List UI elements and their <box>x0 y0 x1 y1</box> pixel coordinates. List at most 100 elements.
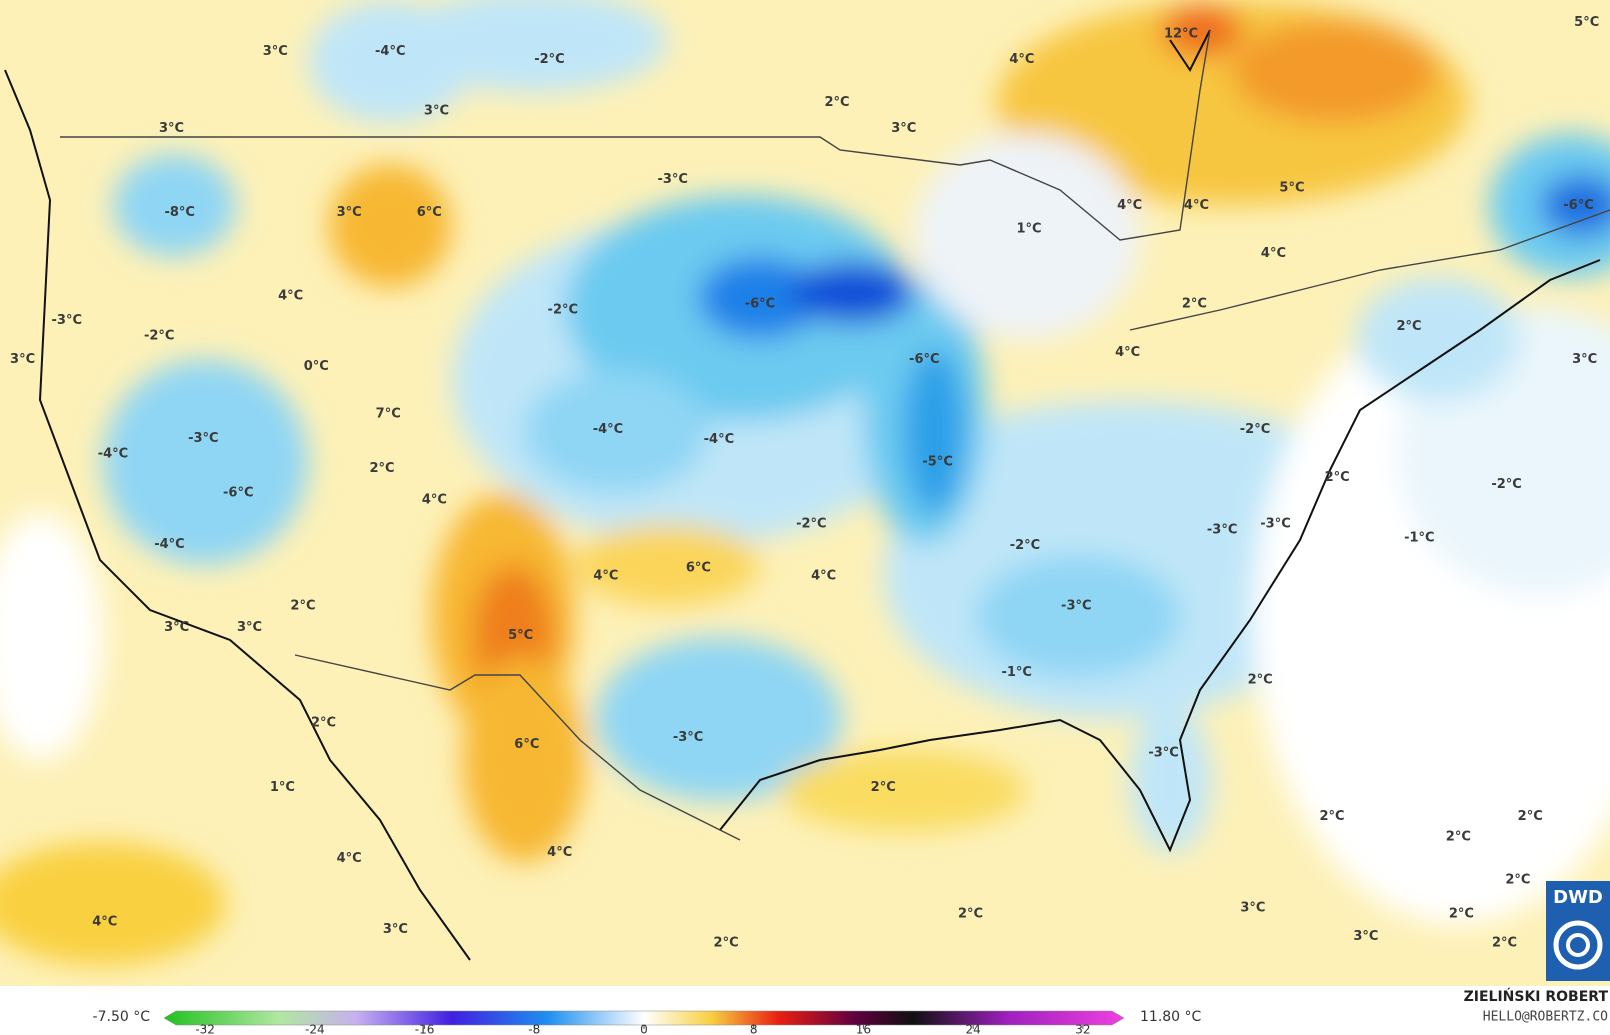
colorbar-max: 11.80 °C <box>1140 1009 1202 1025</box>
temperature-area <box>575 523 760 606</box>
temperature-area <box>698 256 822 339</box>
logo-swirl <box>1566 933 1590 957</box>
colorbar-tick-label: 16 <box>856 1023 871 1035</box>
temperature-label: -4°C <box>704 432 734 447</box>
temperature-label: -1°C <box>1001 665 1031 680</box>
temperature-label: 3°C <box>1240 900 1265 915</box>
temperature-area <box>1232 20 1438 124</box>
temperature-label: -3°C <box>1260 516 1290 531</box>
colorbar-tick-label: -24 <box>305 1023 325 1035</box>
temperature-area <box>975 554 1182 678</box>
temperature-area <box>790 261 915 324</box>
temperature-label: 3°C <box>237 620 262 635</box>
colorbar-tick-label: 24 <box>966 1023 981 1035</box>
temperature-label: -2°C <box>1010 538 1040 553</box>
temperature-label: -6°C <box>1563 198 1593 213</box>
temperature-label: 4°C <box>337 851 362 866</box>
temperature-label: -3°C <box>673 730 703 745</box>
colorbar <box>163 1010 1125 1026</box>
temperature-label: 2°C <box>1449 907 1474 922</box>
temperature-label: 2°C <box>369 461 394 476</box>
temperature-area <box>903 400 1356 565</box>
temperature-area <box>903 349 966 514</box>
temperature-area <box>400 0 668 93</box>
colorbar-tick-label: -8 <box>528 1023 540 1035</box>
temperature-label: 4°C <box>547 845 572 860</box>
colorbar-ticks: -32 -24 -16 -8 0 8 16 24 32 <box>195 1023 1090 1035</box>
temperature-label: 2°C <box>824 95 849 110</box>
temperature-label: 5°C <box>508 628 533 643</box>
temperature-label: -1°C <box>1404 531 1434 546</box>
temperature-area <box>780 749 1027 832</box>
temperature-area <box>595 636 843 802</box>
temperature-label: -8°C <box>164 205 194 220</box>
temperature-label: 3°C <box>383 922 408 937</box>
borders <box>60 29 1610 841</box>
temperature-label: 3°C <box>1572 352 1597 367</box>
temperature-label: 4°C <box>1115 345 1140 360</box>
logo-box <box>1546 881 1610 981</box>
temperature-label: -2°C <box>144 328 174 343</box>
temperature-label: 1°C <box>1017 222 1042 237</box>
temperature-label: 3°C <box>1353 929 1378 944</box>
temperature-label: 1°C <box>270 780 295 795</box>
temperature-label: -4°C <box>98 446 128 461</box>
temperature-area <box>0 513 103 760</box>
temperature-label: -2°C <box>1240 422 1270 437</box>
temperature-label: 0°C <box>304 359 329 374</box>
temperature-label: 2°C <box>1319 809 1344 824</box>
temperature-label: 2°C <box>1446 830 1471 845</box>
temperature-label: 2°C <box>1325 470 1350 485</box>
temperature-label: 2°C <box>290 598 315 613</box>
temperature-label: 2°C <box>958 907 983 922</box>
temperature-label: -3°C <box>52 313 82 328</box>
temperature-label: 2°C <box>1248 672 1273 687</box>
temperature-label: -2°C <box>796 516 826 531</box>
temperature-label: -5°C <box>922 455 952 470</box>
temperature-label: 3°C <box>337 205 362 220</box>
temperature-label: 4°C <box>811 569 836 584</box>
logo-text: DWD <box>1553 887 1603 908</box>
temperature-area <box>1355 277 1520 401</box>
temperature-label: -2°C <box>548 303 578 318</box>
temperature-label: 3°C <box>891 121 916 136</box>
credit-name: ZIELIŃSKI ROBERT <box>1464 987 1609 1005</box>
temperature-label: 2°C <box>1518 809 1543 824</box>
colorbar-tick-label: 32 <box>1075 1023 1090 1035</box>
temperature-label: -3°C <box>1061 598 1091 613</box>
temperature-area <box>1540 174 1610 237</box>
temperature-label: 5°C <box>1574 15 1599 30</box>
temperature-label: 12°C <box>1164 26 1198 41</box>
temperature-label: 6°C <box>417 205 442 220</box>
temperature-label: 7°C <box>376 406 401 421</box>
temperature-area <box>523 369 709 493</box>
temperature-labels: 3°C -4°C -2°C 3°C 3°C 12°C 4°C 5°C 2°C 3°C -3°C -8°… <box>10 15 1599 950</box>
temperature-label: 3°C <box>164 620 189 635</box>
temperature-label: -6°C <box>745 296 775 311</box>
credit-email: HELLO@ROBERTZ.CO <box>1483 1010 1608 1025</box>
temperature-label: -6°C <box>909 352 939 367</box>
colorbar-tick-label: -16 <box>415 1023 435 1035</box>
temperature-label: 5°C <box>1279 180 1304 195</box>
temperature-label: -3°C <box>1148 745 1178 760</box>
temperature-label: 2°C <box>714 935 739 950</box>
temperature-label: 4°C <box>1261 246 1286 261</box>
temperature-label: 2°C <box>311 716 336 731</box>
temperature-label: 4°C <box>1009 52 1034 67</box>
temperature-label: -4°C <box>375 44 405 59</box>
temperature-label: 6°C <box>686 560 711 575</box>
temperature-label: 2°C <box>1505 873 1530 888</box>
temperature-label: 4°C <box>593 569 618 584</box>
temperature-label: 6°C <box>514 737 539 752</box>
temperature-label: 3°C <box>424 103 449 118</box>
temperature-area <box>1160 5 1243 57</box>
temperature-area <box>328 164 452 288</box>
temperature-field <box>0 0 1610 966</box>
temperature-label: -3°C <box>188 431 218 446</box>
temperature-label: 2°C <box>871 780 896 795</box>
temperature-label: 4°C <box>422 493 447 508</box>
temperature-label: 2°C <box>1396 319 1421 334</box>
temperature-label: -2°C <box>1491 477 1521 492</box>
temperature-label: 2°C <box>1492 935 1517 950</box>
